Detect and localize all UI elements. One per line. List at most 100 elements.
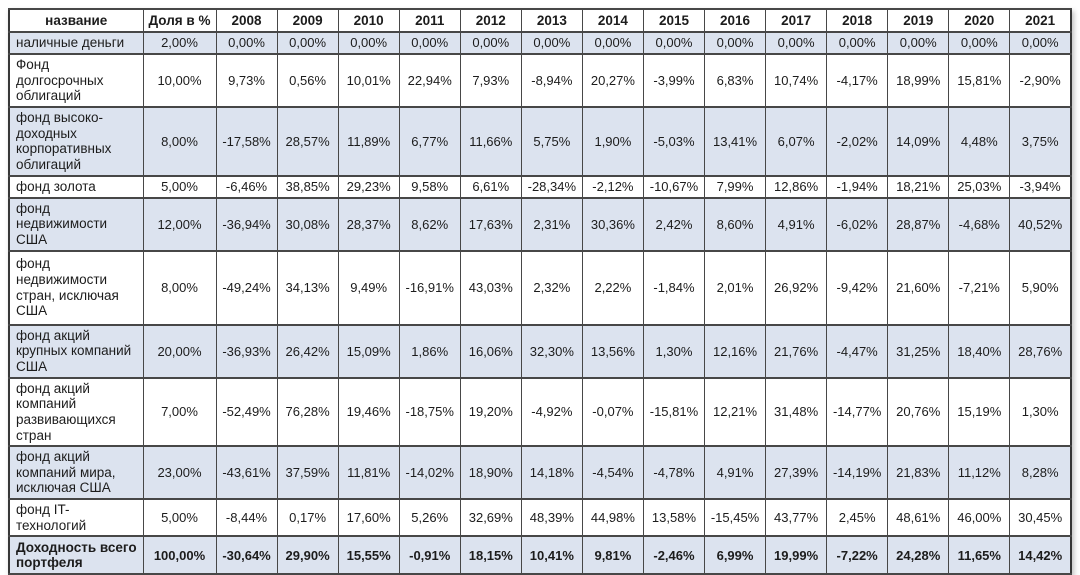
table-row: фонд акций компаний развивающихся стран 7…	[8, 376, 1072, 448]
cell-value: 32,69%	[459, 498, 522, 538]
portfolio-returns-table: название Доля в % 2008 2009 2010 2011 2012 2013…	[8, 8, 1072, 575]
cell-value: -15,81%	[642, 376, 706, 448]
cell-value: 6,77%	[398, 105, 461, 177]
cell-value: 6,83%	[703, 53, 767, 108]
cell-value: 0,00%	[703, 31, 767, 55]
cell-value: 0,00%	[215, 31, 278, 55]
table-row: фонд высоко- доходных корпоративных обли…	[8, 105, 1072, 177]
cell-value: 0,56%	[276, 53, 339, 108]
cell-value: 46,00%	[948, 498, 1011, 538]
cell-value: 0,00%	[398, 31, 461, 55]
cell-value: 16,06%	[459, 323, 522, 379]
row-name: Фонд долгосрочных облигаций	[8, 53, 144, 108]
cell-value: 8,60%	[703, 196, 767, 252]
row-share: 12,00%	[142, 196, 217, 252]
cell-value: 32,30%	[520, 323, 583, 379]
cell-value: 6,61%	[459, 174, 522, 199]
cell-value: 43,03%	[459, 249, 522, 326]
cell-value: 20,76%	[887, 376, 950, 448]
row-share: 2,00%	[142, 31, 217, 55]
cell-value: 0,00%	[887, 31, 950, 55]
cell-value: 15,55%	[337, 535, 400, 575]
cell-value: 43,77%	[765, 498, 828, 538]
row-name: фонд недвижимости стран, исключая США	[8, 249, 144, 326]
cell-value: -5,03%	[642, 105, 706, 177]
cell-value: 14,42%	[1009, 535, 1072, 575]
cell-value: -1,94%	[826, 174, 889, 199]
cell-value: -52,49%	[215, 376, 278, 448]
table-row: фонд недвижимости стран, исключая США 8,0…	[8, 249, 1072, 326]
cell-value: -4,54%	[581, 445, 644, 501]
cell-value: 13,41%	[703, 105, 767, 177]
column-header-year: 2019	[887, 8, 950, 33]
cell-value: -9,42%	[826, 249, 889, 326]
row-name: фонд акций компаний развивающихся стран	[8, 376, 144, 448]
row-share: 20,00%	[142, 323, 217, 379]
cell-value: 12,86%	[765, 174, 828, 199]
table-header: название Доля в % 2008 2009 2010 2011 2012 2013…	[8, 8, 1072, 33]
cell-value: -10,67%	[642, 174, 706, 199]
cell-value: 0,00%	[276, 31, 339, 55]
row-name: фонд золота	[8, 174, 144, 199]
row-name: фонд высоко- доходных корпоративных обли…	[8, 105, 144, 177]
cell-value: 76,28%	[276, 376, 339, 448]
cell-value: 2,45%	[826, 498, 889, 538]
column-header-year: 2016	[703, 8, 767, 33]
cell-value: 11,81%	[337, 445, 400, 501]
cell-value: -2,46%	[642, 535, 706, 575]
header-row: название Доля в % 2008 2009 2010 2011 2012 2013…	[8, 8, 1072, 33]
row-name: фонд IT-технологий	[8, 498, 144, 538]
cell-value: 19,46%	[337, 376, 400, 448]
cell-value: 2,22%	[581, 249, 644, 326]
cell-value: -4,47%	[826, 323, 889, 379]
cell-value: 25,03%	[948, 174, 1011, 199]
column-header-year: 2010	[337, 8, 400, 33]
cell-value: 15,09%	[337, 323, 400, 379]
row-share: 5,00%	[142, 498, 217, 538]
table-row: наличные деньги 2,00% 0,00% 0,00% 0,00% 0,00%…	[8, 31, 1072, 55]
cell-value: 1,30%	[642, 323, 706, 379]
cell-value: -17,58%	[215, 105, 278, 177]
cell-value: 29,90%	[276, 535, 339, 575]
column-header-year: 2011	[398, 8, 461, 33]
cell-value: 14,09%	[887, 105, 950, 177]
cell-value: 19,99%	[765, 535, 828, 575]
cell-value: -1,84%	[642, 249, 706, 326]
column-header-year: 2020	[948, 8, 1011, 33]
cell-value: 0,00%	[1009, 31, 1072, 55]
row-share: 100,00%	[142, 535, 217, 575]
cell-value: 13,58%	[642, 498, 706, 538]
cell-value: 4,91%	[703, 445, 767, 501]
row-name: наличные деньги	[8, 31, 144, 55]
table-row: фонд акций крупных компаний США 20,00% -36…	[8, 323, 1072, 379]
cell-value: -6,02%	[826, 196, 889, 252]
cell-value: 12,16%	[703, 323, 767, 379]
cell-value: 28,57%	[276, 105, 339, 177]
row-share: 8,00%	[142, 105, 217, 177]
column-header-year: 2021	[1009, 8, 1072, 33]
column-header-name: название	[8, 8, 144, 33]
cell-value: -49,24%	[215, 249, 278, 326]
cell-value: -14,02%	[398, 445, 461, 501]
cell-value: 31,48%	[765, 376, 828, 448]
cell-value: 0,00%	[642, 31, 706, 55]
cell-value: -30,64%	[215, 535, 278, 575]
cell-value: -8,94%	[520, 53, 583, 108]
cell-value: -3,94%	[1009, 174, 1072, 199]
cell-value: 6,07%	[765, 105, 828, 177]
cell-value: 0,00%	[459, 31, 522, 55]
cell-value: 9,58%	[398, 174, 461, 199]
cell-value: 28,37%	[337, 196, 400, 252]
cell-value: -2,12%	[581, 174, 644, 199]
cell-value: 0,00%	[337, 31, 400, 55]
cell-value: -28,34%	[520, 174, 583, 199]
cell-value: -2,90%	[1009, 53, 1072, 108]
cell-value: 17,63%	[459, 196, 522, 252]
row-name: фонд акций компаний мира, исключая США	[8, 445, 144, 501]
cell-value: -0,91%	[398, 535, 461, 575]
cell-value: 21,83%	[887, 445, 950, 501]
cell-value: 10,01%	[337, 53, 400, 108]
cell-value: -7,21%	[948, 249, 1011, 326]
table-row: фонд IT-технологий 5,00% -8,44% 0,17% 17,60%…	[8, 498, 1072, 538]
cell-value: 11,12%	[948, 445, 1011, 501]
